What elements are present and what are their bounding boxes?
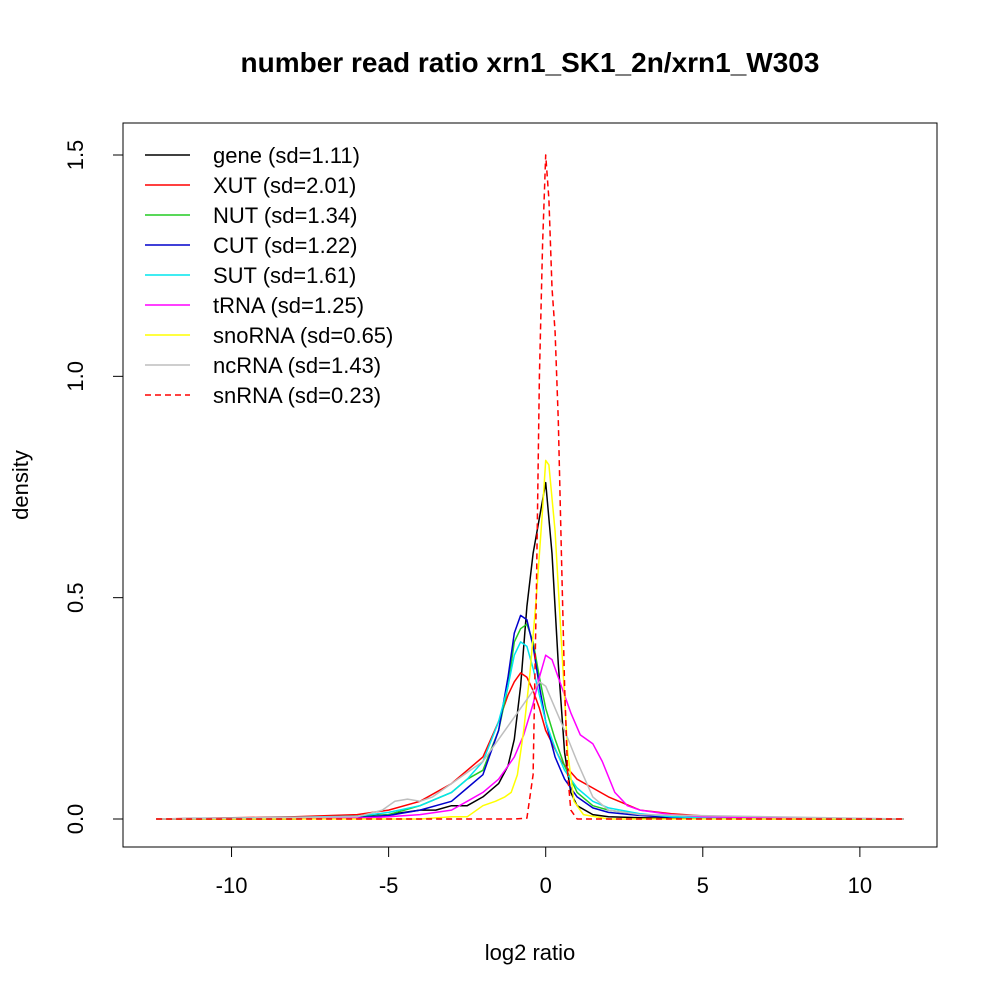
legend-label: snRNA (sd=0.23)	[213, 383, 381, 408]
legend-label: NUT (sd=1.34)	[213, 203, 357, 228]
series-line-4	[156, 641, 904, 820]
legend-label: SUT (sd=1.61)	[213, 263, 356, 288]
legend-label: tRNA (sd=1.25)	[213, 293, 364, 318]
series-line-3	[156, 614, 904, 820]
x-axis-label: log2 ratio	[485, 940, 576, 965]
y-tick-label: 1.5	[63, 140, 88, 171]
y-tick-label: 0.5	[63, 582, 88, 613]
legend: gene (sd=1.11) XUT (sd=2.01) NUT (sd=1.34)…	[145, 143, 393, 408]
legend-label: snoRNA (sd=0.65)	[213, 323, 393, 348]
chart-title: number read ratio xrn1_SK1_2n/xrn1_W303	[241, 47, 820, 78]
y-axis: 0.0 0.5 1.0 1.5	[63, 140, 124, 835]
legend-label: XUT (sd=2.01)	[213, 173, 356, 198]
legend-label: ncRNA (sd=1.43)	[213, 353, 381, 378]
x-tick-label: 0	[540, 873, 552, 898]
legend-label: gene (sd=1.11)	[213, 143, 360, 168]
x-tick-label: -5	[379, 873, 399, 898]
y-tick-label: 1.0	[63, 361, 88, 392]
series-line-0	[156, 481, 904, 820]
series-line-6	[156, 459, 904, 820]
series-layer	[156, 154, 904, 820]
series-line-8	[156, 154, 904, 820]
x-axis: -10 -5 0 5 10	[216, 846, 872, 898]
x-tick-label: 10	[848, 873, 872, 898]
y-tick-label: 0.0	[63, 804, 88, 835]
series-line-5	[156, 654, 904, 820]
series-line-7	[156, 681, 904, 820]
x-tick-label: 5	[697, 873, 709, 898]
y-axis-label: density	[8, 450, 33, 520]
legend-label: CUT (sd=1.22)	[213, 233, 357, 258]
x-tick-label: -10	[216, 873, 248, 898]
